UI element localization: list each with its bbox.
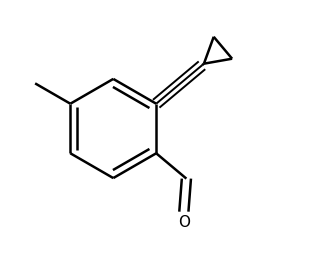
Text: O: O: [178, 215, 190, 230]
